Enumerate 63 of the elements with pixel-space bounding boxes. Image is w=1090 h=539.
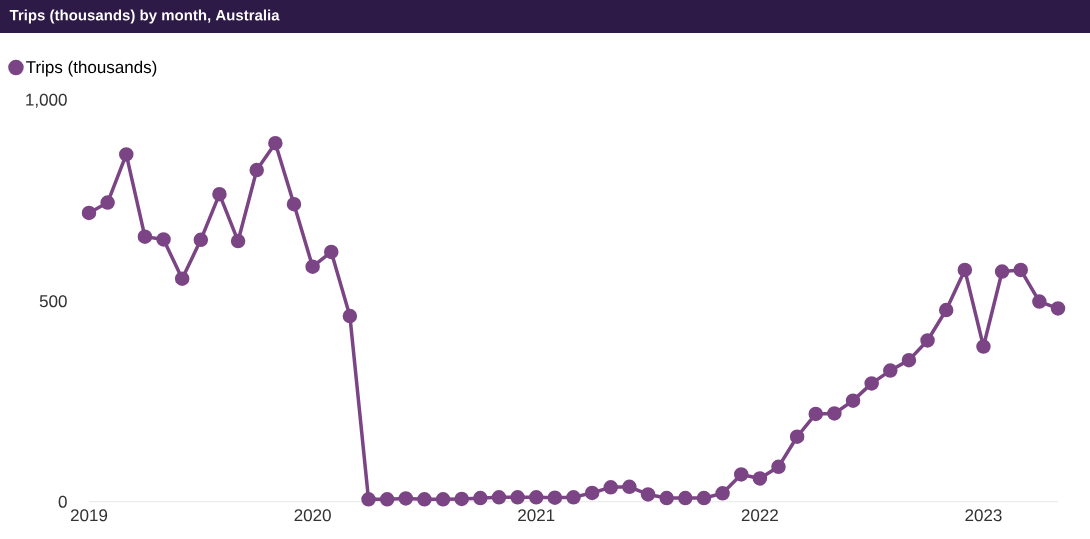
point: [901, 352, 917, 368]
point: [603, 480, 619, 495]
point: [491, 490, 507, 505]
point: [268, 135, 283, 151]
point: [1013, 262, 1028, 278]
point: [640, 487, 656, 502]
point: [864, 376, 879, 391]
point: [174, 271, 190, 286]
point: [454, 491, 469, 507]
legend-label: Trips (thousands): [26, 60, 157, 77]
point: [286, 196, 302, 212]
point: [715, 486, 730, 501]
point: [342, 308, 358, 324]
point: [100, 195, 115, 210]
point: [435, 492, 451, 507]
point: [230, 233, 246, 249]
point: [81, 205, 97, 221]
point: [193, 232, 209, 248]
x-tick-label: 2019: [70, 509, 108, 522]
point: [566, 490, 581, 505]
point: [417, 492, 432, 507]
point: [510, 490, 525, 505]
point: [379, 492, 395, 507]
point: [324, 244, 339, 260]
point: [137, 229, 153, 244]
point: [957, 262, 973, 278]
point: [827, 406, 842, 421]
point: [733, 467, 749, 482]
y-tick-label: 500: [39, 295, 67, 308]
point: [305, 259, 320, 274]
point: [845, 393, 861, 408]
point: [659, 490, 674, 506]
point: [883, 363, 898, 378]
point: [361, 492, 376, 507]
point: [584, 485, 600, 501]
point: [212, 186, 227, 202]
point: [696, 490, 712, 506]
point: [1032, 294, 1047, 309]
point: [808, 406, 823, 422]
point: [249, 162, 264, 178]
y-tick-label: 1,000: [26, 93, 67, 108]
point: [528, 490, 544, 505]
point: [920, 333, 935, 348]
point: [547, 490, 563, 505]
point: [752, 471, 768, 486]
point: [994, 264, 1010, 279]
point: [119, 147, 134, 162]
point: [473, 490, 488, 506]
x-tick-label: 2020: [294, 509, 331, 522]
point: [398, 491, 414, 506]
point: [938, 302, 954, 318]
point: [771, 459, 786, 475]
point: [1050, 301, 1066, 316]
x-tick-label: 2022: [741, 509, 778, 522]
y-tick-label: 0: [58, 495, 67, 508]
point: [678, 490, 693, 506]
point: [156, 232, 171, 247]
x-tick-label: 2023: [965, 509, 1002, 522]
point: [622, 479, 637, 495]
point: [976, 339, 991, 354]
x-tick-label: 2021: [518, 509, 555, 522]
point: [789, 429, 805, 444]
chart-title: Trips (thousands) by month, Australia: [9, 9, 280, 24]
